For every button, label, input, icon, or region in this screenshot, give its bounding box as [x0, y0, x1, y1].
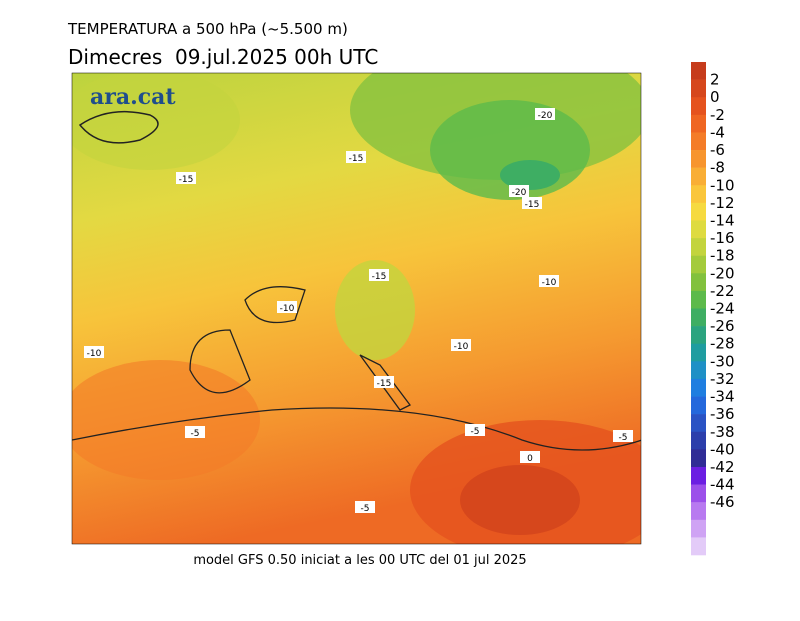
map-frame: [71, 72, 642, 545]
contour-label: -15: [377, 379, 392, 389]
colorbar-box: [691, 502, 706, 521]
colorbar-box: [691, 132, 706, 151]
colorbar-label: -12: [710, 194, 735, 212]
contour-label: -5: [619, 433, 628, 443]
contour-label: -15: [525, 200, 540, 210]
contour-label-bg: [613, 430, 633, 442]
footer: model GFS 0.50 iniciat a les 00 UTC del …: [193, 553, 526, 568]
colorbar-box: [691, 537, 706, 556]
colorbar-box: [691, 396, 706, 415]
contour-label-bg: [509, 185, 529, 197]
contour-label-bg: [176, 172, 196, 184]
contour-label: 0: [527, 454, 533, 464]
contour-label-bg: [355, 501, 375, 513]
contour-label-bg: [185, 426, 205, 438]
colorbar-label: -44: [710, 476, 735, 494]
colorbar-box: [691, 238, 706, 256]
colorbar-box: [691, 220, 706, 239]
colorbar-box: [691, 167, 706, 186]
colorbar-box: [691, 255, 706, 274]
colorbar-box: [691, 449, 706, 468]
colorbar-box: [691, 519, 706, 538]
contour-label: -10: [542, 278, 557, 288]
contour-label: -15: [372, 272, 387, 282]
colorbar: 20-2-4-6-8-10-12-14-16-18-20-22-24-26-28…: [691, 62, 735, 556]
contour-label-bg: [539, 275, 559, 287]
contour-label: -15: [349, 154, 364, 164]
colorbar-box: [691, 79, 706, 98]
title: TEMPERATURA a 500 hPa (~5.500 m): [67, 20, 348, 38]
colorbar-label: -2: [710, 106, 725, 124]
contour-label: -10: [87, 349, 102, 359]
contour-label: -10: [454, 342, 469, 352]
contour-label-bg: [374, 376, 394, 388]
contour-label-bg: [520, 451, 540, 463]
colorbar-box: [691, 290, 706, 309]
colorbar-label: -24: [710, 300, 735, 318]
subtitle: Dimecres 09.jul.2025 00h UTC: [68, 45, 378, 69]
colorbar-box: [691, 185, 706, 204]
colorbar-label: -34: [710, 388, 735, 406]
contour-label-bg: [277, 301, 297, 313]
colorbar-label: -36: [710, 405, 735, 423]
contour-labels: -20 -15 -15 -20 -15 -15 -10 -10 -10 -10 -15 -5 -5 -5 0…: [84, 108, 633, 514]
colorbar-label: -8: [710, 159, 725, 177]
colorbar-box: [691, 361, 706, 380]
colorbar-box: [691, 431, 706, 450]
contour-label-bg: [84, 346, 104, 358]
contour-label-bg: [346, 151, 366, 163]
contour-label-bg: [535, 108, 555, 120]
contour-label-bg: [369, 269, 389, 281]
colorbar-label: -42: [710, 458, 735, 476]
colorbar-label: -22: [710, 282, 735, 300]
colorbar-label: 0: [710, 88, 720, 106]
colorbar-box: [691, 273, 706, 292]
colorbar-box: [691, 62, 706, 80]
contour-label: -15: [179, 175, 194, 185]
colorbar-label: -4: [710, 123, 725, 141]
colorbar-label: -28: [710, 335, 735, 353]
colorbar-label: -20: [710, 264, 735, 282]
colorbar-label: -10: [710, 176, 735, 194]
logo: ara.cat: [90, 84, 176, 110]
colorbar-box: [691, 466, 706, 485]
colorbar-label: -16: [710, 229, 735, 247]
colorbar-box: [691, 308, 706, 327]
colorbar-box: [691, 150, 706, 168]
contour-label: -10: [280, 304, 295, 314]
colorbar-label: -18: [710, 247, 735, 265]
colorbar-label: -14: [710, 211, 735, 229]
colorbar-box: [691, 114, 706, 133]
contour-label-bg: [465, 424, 485, 436]
colorbar-box: [691, 326, 706, 345]
contour-label: -5: [191, 429, 200, 439]
colorbar-label: -38: [710, 423, 735, 441]
colorbar-label: -40: [710, 440, 735, 458]
colorbar-label: -46: [710, 493, 735, 511]
colorbar-box: [691, 343, 706, 362]
contour-label: -20: [538, 111, 553, 121]
colorbar-box: [691, 414, 706, 433]
colorbar-label: -32: [710, 370, 735, 388]
contour-label-bg: [522, 197, 542, 209]
contour-label-bg: [451, 339, 471, 351]
colorbar-box: [691, 97, 706, 116]
colorbar-label: -26: [710, 317, 735, 335]
colorbar-label: -30: [710, 352, 735, 370]
contour-label: -5: [471, 427, 480, 437]
colorbar-box: [691, 484, 706, 503]
map: [72, 73, 641, 544]
colorbar-label: 2: [710, 71, 720, 89]
colorbar-label: -6: [710, 141, 725, 159]
colorbar-box: [691, 378, 706, 397]
contour-label: -5: [361, 504, 370, 514]
colorbar-box: [691, 202, 706, 221]
contour-label: -20: [512, 188, 527, 198]
